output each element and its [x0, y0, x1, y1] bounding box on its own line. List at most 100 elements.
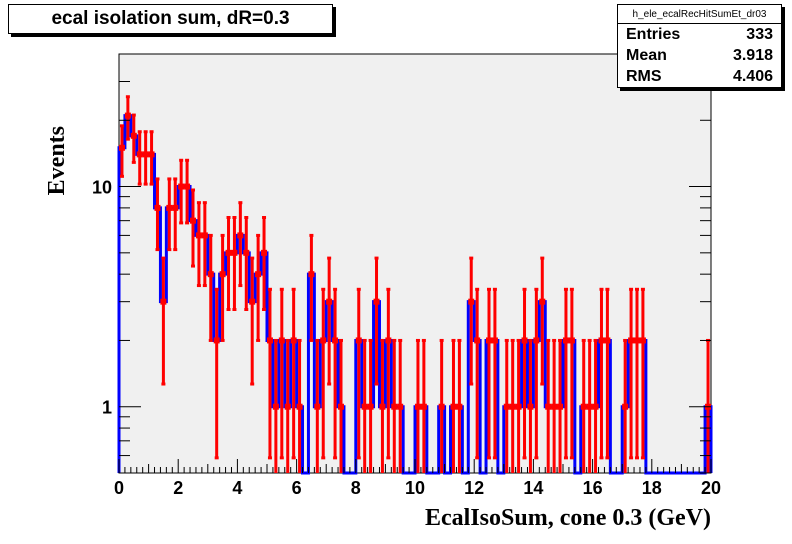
- data-point: [142, 130, 149, 186]
- data-point: [545, 338, 552, 473]
- data-point: [509, 338, 516, 473]
- data-point: [172, 177, 179, 252]
- data-point: [503, 338, 510, 473]
- data-point: [320, 287, 327, 460]
- x-tick-label: 2: [173, 478, 183, 498]
- data-point: [562, 287, 569, 460]
- data-point: [243, 215, 250, 312]
- data-point: [148, 130, 155, 186]
- x-axis-title: EcalIsoSum, cone 0.3 (GeV): [425, 505, 711, 531]
- data-point: [634, 287, 640, 460]
- x-tick-label: 20: [701, 478, 721, 498]
- data-point: [184, 158, 191, 225]
- stats-box: h_ele_ecalRecHitSumEt_dr03 Entries 333 M…: [617, 4, 782, 88]
- x-tick-label: 0: [114, 478, 124, 498]
- data-point: [456, 338, 463, 473]
- data-point: [414, 338, 421, 473]
- data-point: [367, 338, 374, 473]
- x-tick-label: 10: [405, 478, 425, 498]
- data-point: [338, 338, 344, 473]
- data-point: [124, 95, 131, 141]
- stats-histogram-name: h_ele_ecalRecHitSumEt_dr03: [618, 5, 781, 24]
- data-point: [314, 338, 321, 473]
- data-point: [361, 338, 368, 473]
- data-point: [515, 338, 522, 473]
- data-point: [438, 338, 445, 473]
- data-point: [397, 338, 404, 473]
- data-point: [468, 256, 475, 386]
- data-point: [622, 338, 629, 473]
- data-point: [586, 338, 593, 473]
- data-point: [379, 338, 386, 473]
- data-point: [639, 287, 646, 460]
- data-point: [521, 287, 528, 460]
- stats-mean-value: 3.918: [732, 46, 773, 64]
- data-point: [598, 287, 605, 460]
- data-point: [332, 287, 339, 460]
- stats-row-entries: Entries 333: [618, 24, 781, 45]
- data-point: [278, 287, 285, 460]
- data-point: [219, 233, 226, 342]
- data-point: [195, 201, 202, 288]
- y-tick-label: 10: [92, 178, 112, 198]
- data-point: [225, 215, 232, 312]
- data-point: [178, 158, 185, 225]
- data-point: [249, 256, 256, 386]
- data-point: [166, 177, 173, 252]
- data-point: [326, 256, 333, 386]
- data-point: [207, 233, 214, 342]
- x-tick-label: 18: [642, 478, 662, 498]
- data-point: [201, 201, 208, 288]
- data-point: [391, 338, 398, 473]
- stats-rms-label: RMS: [626, 67, 662, 85]
- x-tick-label: 8: [351, 478, 361, 498]
- data-point: [290, 287, 297, 460]
- stats-mean-label: Mean: [626, 46, 667, 64]
- data-point: [557, 338, 564, 473]
- stats-entries-value: 333: [746, 25, 773, 43]
- data-point: [604, 287, 611, 460]
- data-point: [628, 287, 635, 460]
- data-point: [130, 113, 137, 164]
- data-point: [136, 130, 143, 186]
- data-point: [533, 287, 540, 460]
- data-point: [160, 256, 167, 386]
- data-point: [284, 338, 291, 473]
- axis-layer: 0 2 4 6 8 10 12 14 16 18 20 1 10: [92, 53, 721, 498]
- stats-row-mean: Mean 3.918: [618, 45, 781, 66]
- data-point: [580, 338, 587, 473]
- y-axis-title: Events: [44, 126, 70, 195]
- data-point: [272, 338, 279, 473]
- error-bar-layer: [118, 95, 712, 473]
- data-point: [237, 201, 244, 288]
- data-point: [385, 287, 392, 460]
- data-point: [213, 287, 220, 460]
- x-tick-label: 4: [232, 478, 242, 498]
- data-point: [231, 215, 238, 312]
- data-point: [154, 177, 161, 252]
- stats-row-rms: RMS 4.406: [618, 66, 781, 87]
- y-tick-label: 1: [102, 398, 112, 418]
- x-tick-label: 14: [523, 478, 543, 498]
- data-point: [568, 287, 575, 460]
- data-point: [118, 124, 125, 178]
- data-point: [551, 338, 558, 473]
- data-point: [491, 287, 498, 460]
- data-point: [190, 188, 196, 268]
- data-point: [308, 233, 315, 342]
- data-point: [261, 215, 268, 312]
- x-tick-label: 16: [583, 478, 603, 498]
- data-point: [255, 233, 262, 342]
- x-tick-label: 6: [292, 478, 302, 498]
- data-point: [539, 256, 546, 386]
- data-point: [592, 338, 599, 473]
- stats-rms-value: 4.406: [732, 67, 773, 85]
- stats-entries-label: Entries: [626, 25, 681, 43]
- x-tick-label: 12: [464, 478, 484, 498]
- data-point: [450, 338, 457, 473]
- data-point: [486, 287, 492, 460]
- data-point: [420, 338, 427, 473]
- chart-title: ecal isolation sum, dR=0.3: [8, 4, 333, 34]
- data-point: [474, 287, 481, 460]
